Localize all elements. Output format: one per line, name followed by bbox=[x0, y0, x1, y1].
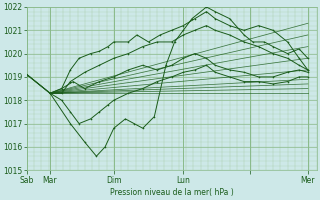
X-axis label: Pression niveau de la mer( hPa ): Pression niveau de la mer( hPa ) bbox=[110, 188, 234, 197]
